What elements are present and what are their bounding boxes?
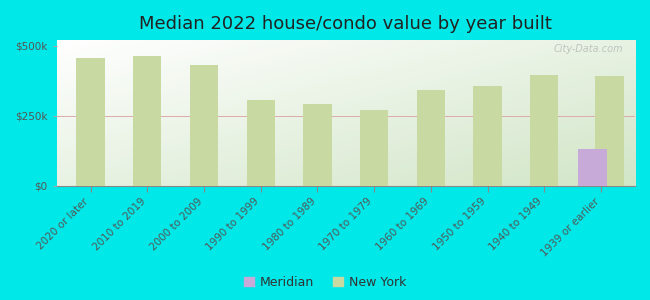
Title: Median 2022 house/condo value by year built: Median 2022 house/condo value by year bu…: [139, 15, 552, 33]
Bar: [133, 56, 161, 186]
Bar: [530, 75, 558, 186]
Text: City-Data.com: City-Data.com: [554, 44, 623, 55]
Bar: [417, 91, 445, 186]
Bar: [246, 100, 275, 186]
Bar: [304, 104, 332, 186]
Bar: [77, 58, 105, 186]
Legend: Meridian, New York: Meridian, New York: [239, 271, 411, 294]
Bar: [473, 86, 502, 186]
Bar: [360, 110, 388, 186]
Bar: [578, 149, 606, 186]
Bar: [190, 65, 218, 186]
Bar: [595, 76, 623, 186]
